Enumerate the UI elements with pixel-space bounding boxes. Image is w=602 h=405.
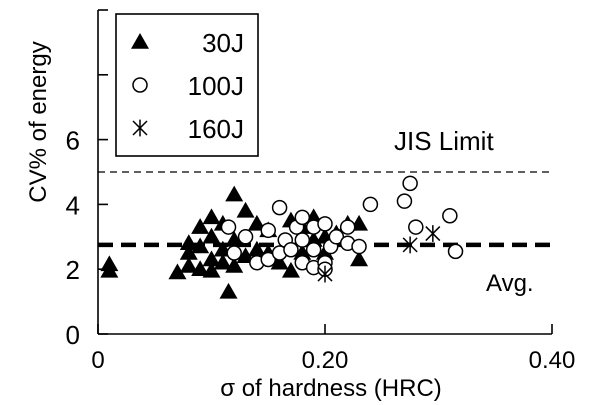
data-point-100j: [294, 232, 311, 248]
data-point-30j: [350, 250, 369, 267]
data-point-30j: [293, 244, 312, 260]
data-point-30j: [100, 261, 119, 278]
data-point-100j: [362, 196, 379, 213]
data-point-30j: [202, 261, 221, 278]
data-point-30j: [179, 256, 198, 273]
legend-marker-160j: [132, 119, 148, 137]
data-point-100j: [220, 219, 237, 235]
data-point-30j: [202, 227, 221, 244]
data-point-160j: [402, 236, 418, 254]
reference-lines: JIS Limit Avg.: [98, 126, 552, 297]
data-point-30j: [225, 231, 244, 247]
y-tick-label: 0: [66, 320, 80, 350]
data-point-100j: [283, 242, 299, 258]
y-tick-label: 4: [66, 190, 80, 220]
data-point-100j: [339, 219, 356, 235]
data-point-100j: [237, 229, 254, 245]
data-point-30j: [225, 185, 244, 202]
legend-label: 30J: [202, 28, 244, 58]
data-point-100j: [402, 175, 418, 192]
x-axis-title: σ of hardness (HRC): [220, 375, 442, 402]
data-point-30j: [168, 263, 187, 280]
axis-labels: 0 2 4 6 0 0.20 0.40 σ of hardness (HRC) CV% of e…: [25, 41, 575, 402]
legend-label: 100J: [188, 71, 244, 101]
data-point-100j: [442, 207, 458, 224]
legend-marker-100j: [132, 77, 148, 93]
data-point-30j: [219, 282, 238, 299]
data-point-30j: [316, 244, 334, 260]
data-point-100j: [260, 251, 276, 268]
data-point-30j: [191, 237, 210, 254]
y-axis-title: CV% of energy: [25, 41, 52, 202]
legend-label: 160J: [188, 114, 244, 144]
data-point-100j: [271, 199, 288, 216]
x-tick-label: 0.20: [302, 347, 349, 374]
data-point-100j: [447, 243, 464, 260]
legend-marker-30j: [131, 33, 149, 49]
data-point-30j: [225, 256, 244, 273]
x-tick-label: 0.40: [529, 347, 576, 374]
average-label: Avg.: [486, 270, 534, 297]
data-point-100j: [408, 219, 424, 235]
y-tick-label: 6: [66, 126, 80, 156]
data-point-30j: [236, 201, 255, 218]
data-point-100j: [351, 238, 367, 255]
data-point-160j: [317, 265, 333, 283]
data-point-30j: [213, 253, 232, 270]
y-tick-label: 2: [66, 255, 80, 285]
data-point-30j: [191, 218, 210, 234]
data-point-30j: [179, 244, 198, 260]
x-tick-label: 0: [91, 347, 104, 374]
data-points: [100, 175, 464, 299]
data-point-30j: [247, 214, 266, 231]
data-point-160j: [425, 225, 441, 242]
data-point-100j: [226, 245, 242, 261]
data-point-100j: [305, 242, 322, 258]
data-point-30j: [179, 234, 198, 251]
data-point-30j: [281, 261, 300, 278]
legend: 30J 100J 160J: [115, 13, 259, 157]
data-point-100j: [396, 193, 413, 209]
data-point-100j: [260, 222, 276, 239]
data-point-30j: [202, 250, 221, 267]
data-point-30j: [270, 253, 289, 270]
data-point-100j: [317, 216, 333, 232]
data-point-100j: [294, 209, 311, 226]
data-point-30j: [236, 247, 255, 263]
data-point-100j: [328, 229, 345, 245]
data-point-30j: [247, 240, 266, 257]
data-point-30j: [202, 208, 221, 225]
jis-limit-label: JIS Limit: [394, 126, 494, 156]
data-point-30j: [191, 260, 210, 276]
